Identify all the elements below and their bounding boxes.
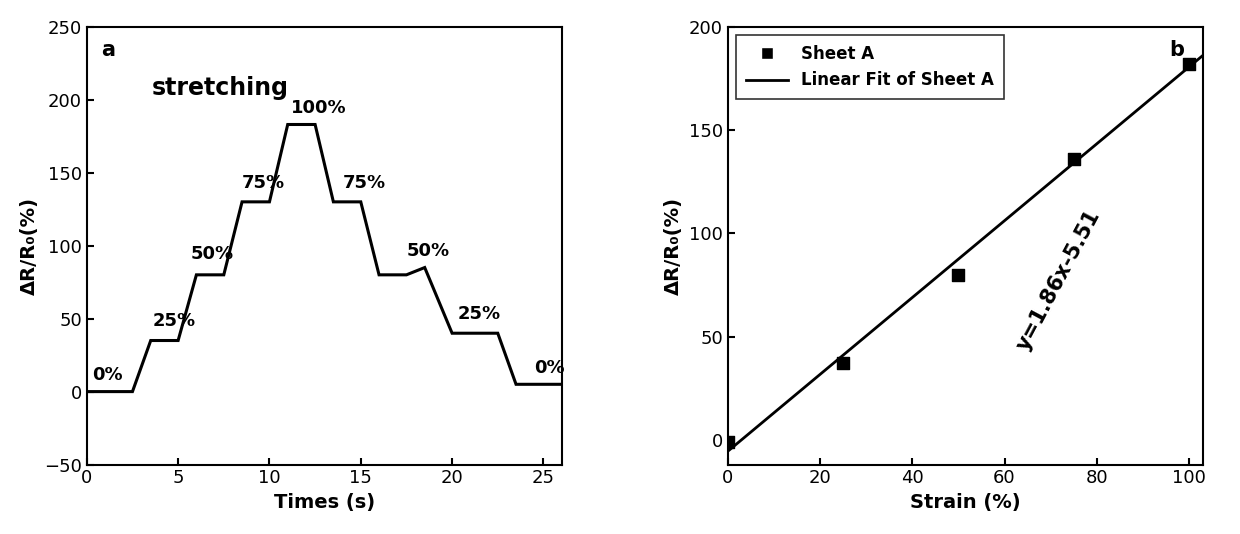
Text: a: a <box>100 40 115 60</box>
Legend: Sheet A, Linear Fit of Sheet A: Sheet A, Linear Fit of Sheet A <box>737 35 1004 99</box>
X-axis label: Times (s): Times (s) <box>274 493 374 512</box>
Text: 50%: 50% <box>407 242 450 260</box>
Point <box>718 437 738 446</box>
Point <box>833 359 853 367</box>
Text: 0%: 0% <box>534 359 565 377</box>
Text: 25%: 25% <box>458 305 501 323</box>
Text: y=1.86x-5.51: y=1.86x-5.51 <box>1013 207 1104 355</box>
Text: 50%: 50% <box>191 245 234 263</box>
X-axis label: Strain (%): Strain (%) <box>910 493 1021 512</box>
Text: 75%: 75% <box>242 174 285 192</box>
Y-axis label: ΔR/R₀(%): ΔR/R₀(%) <box>20 197 38 295</box>
Text: b: b <box>1169 40 1184 60</box>
Text: 25%: 25% <box>153 312 196 331</box>
Point <box>1179 60 1199 68</box>
Text: stretching: stretching <box>151 76 288 100</box>
Point <box>1064 155 1084 163</box>
Point <box>949 270 968 279</box>
Y-axis label: ΔR/R₀(%): ΔR/R₀(%) <box>665 197 683 295</box>
Text: 100%: 100% <box>291 99 347 117</box>
Text: 0%: 0% <box>92 366 123 384</box>
Text: 75%: 75% <box>342 174 386 192</box>
